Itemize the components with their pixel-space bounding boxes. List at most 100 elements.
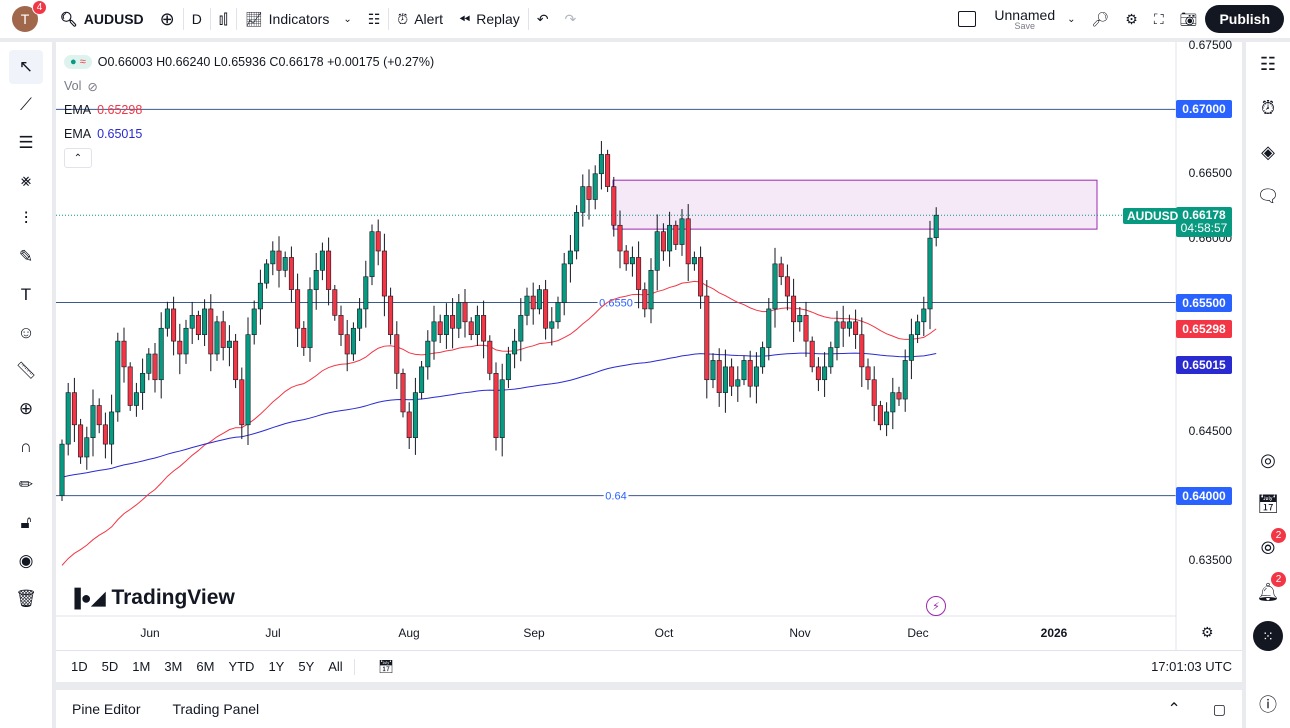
candle-down: [78, 424, 84, 458]
redo-button[interactable]: ↷: [557, 0, 585, 38]
help-button[interactable]: ⓘ: [1246, 682, 1290, 726]
tradingview-logo[interactable]: ▐●◢ TradingView: [68, 586, 235, 609]
range-3m[interactable]: 3M: [164, 659, 183, 674]
watchlist-button[interactable]: ☷: [1246, 42, 1290, 86]
trendline-tool[interactable]: ⟋: [9, 88, 43, 122]
axis-settings-icon[interactable]: ⚙: [1201, 624, 1214, 640]
candle-up: [598, 154, 604, 175]
fullscreen-button[interactable]: ⛶: [1146, 0, 1172, 38]
range-1m[interactable]: 1M: [132, 659, 151, 674]
apps-button[interactable]: ⁙: [1246, 614, 1290, 658]
range-1d[interactable]: 1D: [71, 659, 88, 674]
ema2-price-label: 0.65015: [1176, 356, 1232, 374]
candle-down: [729, 366, 735, 387]
search-icon: 🔍︎: [60, 10, 78, 27]
candle-up: [933, 214, 939, 239]
candle-down: [301, 327, 307, 348]
candle-down: [388, 295, 394, 335]
templates-button[interactable]: ☷: [360, 0, 389, 38]
visibility-tool[interactable]: ◉: [9, 544, 43, 578]
brush-tool[interactable]: ✎: [9, 240, 43, 274]
help-icon: ⓘ: [1259, 695, 1277, 715]
candle-down: [208, 308, 214, 355]
time-tick: Sep: [523, 626, 545, 640]
candle-up: [499, 379, 505, 438]
alert-button[interactable]: ⏰︎ Alert: [397, 10, 444, 28]
text-icon: T: [20, 285, 32, 304]
candle-down: [288, 257, 294, 290]
candle-down: [381, 250, 387, 297]
indicators-button[interactable]: 📈︎ Indicators ⌄: [244, 10, 352, 28]
magnet-tool[interactable]: ∩: [9, 430, 43, 464]
clock[interactable]: 17:01:03 UTC: [1151, 659, 1232, 674]
candle-up: [902, 360, 908, 400]
candle-down: [487, 340, 493, 374]
candle-up: [505, 353, 511, 381]
candle-down: [195, 315, 201, 335]
trading-panel-tab[interactable]: Trading Panel: [172, 701, 260, 717]
news-button[interactable]: ⦾ 2: [1246, 526, 1290, 570]
candle-down: [698, 257, 704, 297]
calendar-button[interactable]: 📅︎: [1246, 482, 1290, 526]
chat-button[interactable]: 🗨︎: [1246, 174, 1290, 218]
forecast-tool[interactable]: ⫶: [9, 202, 43, 236]
stay-drawing-tool[interactable]: ✏: [9, 468, 43, 502]
emoji-tool[interactable]: ☺: [9, 316, 43, 350]
quick-search-button[interactable]: 🔎︎: [1084, 0, 1118, 38]
pine-editor-tab[interactable]: Pine Editor: [72, 701, 141, 717]
layers-button[interactable]: ◈: [1246, 130, 1290, 174]
event-lightning-icon[interactable]: ⚡︎: [926, 596, 946, 616]
chart-pane[interactable]: 0.6550 0.64 ● ≈ O0.66003 H0.66240 L0.65936…: [56, 38, 1242, 682]
apps-grid-icon: ⁙: [1253, 621, 1283, 651]
candle-down: [859, 334, 865, 368]
candle-down: [660, 231, 666, 252]
notifications-button[interactable]: 🔔︎ 2: [1246, 570, 1290, 614]
range-all[interactable]: All: [328, 659, 343, 674]
goto-date-button[interactable]: 📅︎: [353, 658, 409, 675]
fib-tool[interactable]: ☰: [9, 126, 43, 160]
chevron-down-icon: ⌄: [343, 13, 352, 25]
candle-up: [846, 321, 852, 329]
range-1y[interactable]: 1Y: [268, 659, 285, 674]
expand-panel-icon[interactable]: ⌃: [1167, 701, 1181, 718]
eye-icon: ◉: [18, 551, 34, 570]
undo-button[interactable]: ↶: [529, 0, 557, 38]
hline-price-label: 0.65500: [1176, 294, 1232, 312]
price-chart[interactable]: 0.6550 0.64: [56, 42, 1242, 650]
eye-off-icon[interactable]: ⊘: [87, 79, 98, 94]
magnet-icon: ∩: [19, 437, 33, 456]
interval-button[interactable]: D: [191, 11, 202, 27]
snapshot-button[interactable]: 📷︎: [1172, 0, 1206, 38]
price-tick: 0.64500: [1188, 424, 1232, 438]
text-tool[interactable]: T: [9, 278, 43, 312]
replay-button[interactable]: ⏪︎ Replay: [459, 10, 520, 28]
symbol-status-pill[interactable]: ● ≈: [64, 55, 92, 69]
cursor-tool[interactable]: ↖: [9, 50, 43, 84]
range-6m[interactable]: 6M: [196, 659, 215, 674]
lock-tool[interactable]: 🔓︎: [9, 506, 43, 540]
pattern-tool[interactable]: ⨳: [9, 164, 43, 198]
range-5d[interactable]: 5D: [101, 659, 119, 674]
remove-tool[interactable]: 🗑︎: [9, 582, 43, 616]
zoom-tool[interactable]: ⊕: [9, 392, 43, 426]
publish-button[interactable]: Publish: [1205, 5, 1284, 33]
measure-tool[interactable]: 📏︎: [9, 354, 43, 388]
collapse-legend-button[interactable]: ⌃: [64, 148, 92, 168]
candle-up: [772, 263, 778, 310]
candle-up: [884, 411, 890, 426]
chart-type-button[interactable]: ⫾⫿: [211, 0, 236, 38]
candle-up: [350, 327, 356, 355]
range-ytd[interactable]: YTD: [228, 659, 255, 674]
performance-button[interactable]: ◎: [1246, 438, 1290, 482]
symbol-search[interactable]: 🔍︎ AUDUSD: [60, 10, 144, 28]
alerts-clock-button[interactable]: ⏰︎: [1246, 86, 1290, 130]
candle-up: [363, 276, 369, 310]
settings-button[interactable]: ⚙: [1117, 0, 1146, 38]
range-5y[interactable]: 5Y: [298, 659, 315, 674]
compare-button[interactable]: ⊕: [152, 0, 183, 38]
layout-button[interactable]: Unnamed Save ⌄: [950, 0, 1083, 38]
maximize-panel-icon[interactable]: ▢: [1212, 700, 1226, 717]
redo-icon: ↷: [564, 10, 577, 27]
